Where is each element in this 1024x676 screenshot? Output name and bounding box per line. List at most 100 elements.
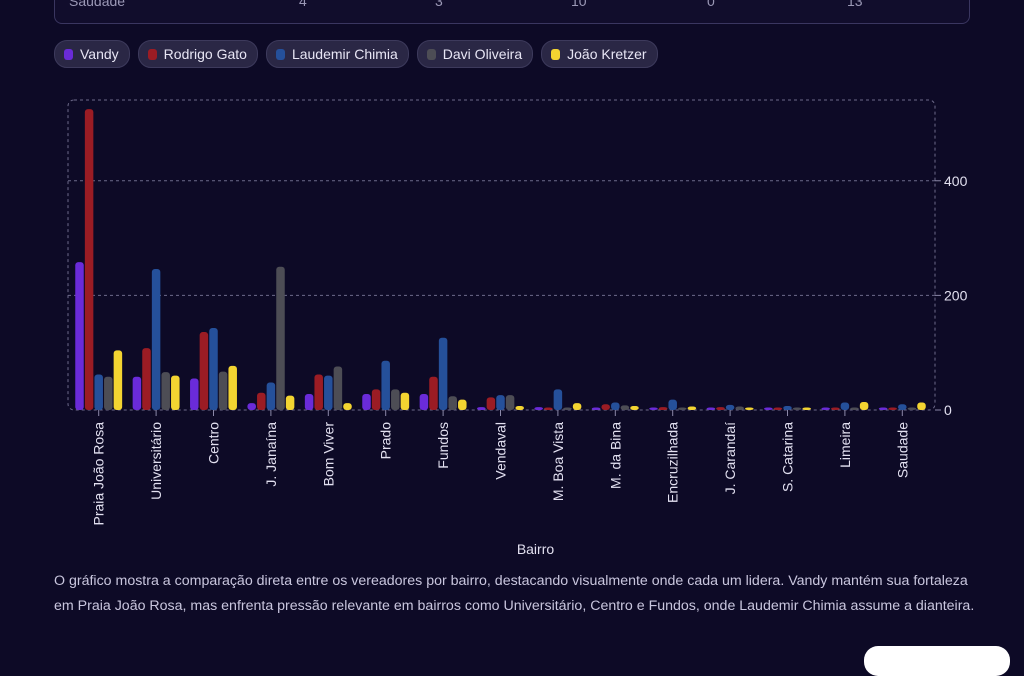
bar-vandy bbox=[878, 407, 888, 410]
bar-davi-oliveira bbox=[620, 405, 630, 410]
bar-rodrigo-gato bbox=[773, 407, 783, 410]
bar-vandy bbox=[591, 407, 601, 410]
x-tick-label: Limeira bbox=[837, 422, 853, 468]
table-cell: 4 bbox=[299, 0, 307, 9]
bar-davi-oliveira bbox=[678, 407, 687, 410]
y-tick-label: 400 bbox=[944, 173, 968, 189]
x-tick-label: Encruzilhada bbox=[665, 422, 681, 503]
y-tick-label: 0 bbox=[944, 402, 952, 418]
bar-jo-o-kretzer bbox=[113, 350, 123, 410]
bar-laudemir-chimia bbox=[553, 389, 563, 410]
bar-laudemir-chimia bbox=[725, 404, 735, 410]
legend-item-joao-kretzer[interactable]: João Kretzer bbox=[541, 40, 658, 68]
legend-label: Davi Oliveira bbox=[442, 46, 523, 62]
bar-rodrigo-gato bbox=[371, 389, 381, 410]
legend-item-laudemir-chimia[interactable]: Laudemir Chimia bbox=[265, 40, 409, 68]
bar-rodrigo-gato bbox=[888, 407, 897, 410]
bar-davi-oliveira bbox=[218, 371, 228, 410]
bar-jo-o-kretzer bbox=[343, 403, 352, 410]
chart-legend: Vandy Rodrigo Gato Laudemir Chimia Davi … bbox=[54, 40, 658, 68]
bar-jo-o-kretzer bbox=[458, 399, 467, 410]
legend-label: Laudemir Chimia bbox=[291, 46, 398, 62]
bar-davi-oliveira bbox=[161, 372, 170, 410]
bar-davi-oliveira bbox=[391, 389, 400, 410]
bar-chart: 0 200 400 Praia João Rosa Universitário Centr… bbox=[67, 99, 968, 557]
bar-vandy bbox=[362, 393, 371, 410]
x-tick-label: M. da Bina bbox=[607, 422, 623, 489]
bar-vandy bbox=[821, 407, 830, 410]
bar-davi-oliveira bbox=[792, 407, 802, 410]
bar-rodrigo-gato bbox=[658, 407, 668, 410]
bar-vandy bbox=[304, 393, 314, 410]
x-tick-label: S. Catarina bbox=[780, 422, 796, 492]
bar-vandy bbox=[706, 407, 716, 410]
x-tick-label: J. Carandaí bbox=[722, 422, 738, 494]
x-tick-label: Prado bbox=[378, 422, 394, 460]
bar-laudemir-chimia bbox=[266, 382, 276, 410]
action-button[interactable] bbox=[864, 646, 1010, 676]
legend-swatch bbox=[426, 48, 436, 60]
bar-laudemir-chimia bbox=[496, 395, 505, 410]
legend-label: João Kretzer bbox=[567, 46, 647, 62]
legend-item-vandy[interactable]: Vandy bbox=[54, 40, 130, 68]
bar-davi-oliveira bbox=[735, 406, 744, 410]
bar-rodrigo-gato bbox=[544, 407, 553, 410]
bar-jo-o-kretzer bbox=[400, 392, 410, 410]
x-tick-label: Universitário bbox=[148, 422, 164, 500]
bar-vandy bbox=[649, 407, 658, 410]
table-cell: 0 bbox=[707, 0, 715, 9]
table-cell: 13 bbox=[847, 0, 863, 9]
bar-laudemir-chimia bbox=[898, 404, 907, 410]
bar-vandy bbox=[132, 376, 142, 410]
bar-jo-o-kretzer bbox=[171, 375, 180, 410]
x-tick-label: Saudade bbox=[894, 422, 910, 478]
legend-swatch bbox=[551, 48, 561, 60]
bar-jo-o-kretzer bbox=[285, 395, 295, 410]
bar-vandy bbox=[534, 407, 543, 410]
bar-rodrigo-gato bbox=[142, 348, 151, 410]
bar-vandy bbox=[75, 262, 84, 410]
bar-davi-oliveira bbox=[333, 366, 343, 410]
bar-laudemir-chimia bbox=[94, 374, 103, 410]
bar-laudemir-chimia bbox=[611, 402, 620, 410]
legend-item-rodrigo-gato[interactable]: Rodrigo Gato bbox=[137, 40, 258, 68]
bar-laudemir-chimia bbox=[381, 360, 390, 410]
data-table: Saudade 4 3 10 0 13 bbox=[54, 0, 970, 24]
bar-jo-o-kretzer bbox=[228, 365, 237, 410]
table-cell: 10 bbox=[571, 0, 587, 9]
bar-rodrigo-gato bbox=[716, 407, 725, 410]
x-tick-label: Bom Viver bbox=[320, 422, 336, 487]
chart-caption: O gráfico mostra a comparação direta ent… bbox=[54, 573, 975, 614]
bar-rodrigo-gato bbox=[314, 374, 323, 410]
bar-rodrigo-gato bbox=[601, 404, 610, 410]
legend-swatch bbox=[64, 48, 73, 60]
legend-label: Vandy bbox=[80, 46, 119, 62]
bar-davi-oliveira bbox=[448, 396, 457, 410]
table-cell-bairro: Saudade bbox=[69, 0, 126, 9]
legend-item-davi-oliveira[interactable]: Davi Oliveira bbox=[416, 40, 534, 68]
bar-jo-o-kretzer bbox=[515, 405, 524, 410]
bar-laudemir-chimia bbox=[151, 269, 161, 410]
bar-laudemir-chimia bbox=[840, 402, 850, 410]
bar-laudemir-chimia bbox=[783, 405, 792, 410]
bar-davi-oliveira bbox=[850, 407, 859, 410]
legend-swatch bbox=[275, 48, 285, 60]
bar-vandy bbox=[190, 378, 199, 410]
bar-jo-o-kretzer bbox=[572, 403, 582, 410]
bar-vandy bbox=[764, 407, 773, 410]
bar-rodrigo-gato bbox=[199, 332, 209, 410]
bar-rodrigo-gato bbox=[429, 376, 438, 410]
bar-davi-oliveira bbox=[563, 407, 572, 410]
bar-davi-oliveira bbox=[104, 376, 113, 410]
x-tick-label: Praia João Rosa bbox=[91, 422, 107, 526]
bar-jo-o-kretzer bbox=[802, 407, 811, 410]
bar-laudemir-chimia bbox=[438, 337, 448, 410]
bar-jo-o-kretzer bbox=[859, 401, 869, 410]
bar-davi-oliveira bbox=[907, 407, 917, 410]
bar-laudemir-chimia bbox=[324, 375, 333, 410]
x-axis-label: Bairro bbox=[517, 541, 555, 557]
bar-rodrigo-gato bbox=[831, 407, 840, 410]
x-tick-label: Fundos bbox=[435, 422, 451, 469]
legend-label: Rodrigo Gato bbox=[163, 46, 247, 62]
x-tick-label: Centro bbox=[206, 422, 222, 464]
